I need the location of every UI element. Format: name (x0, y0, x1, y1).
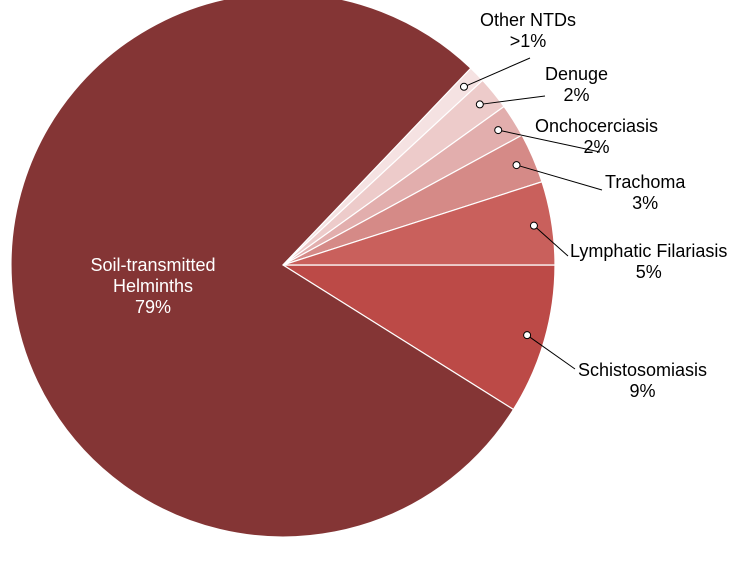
leader-line (479, 95, 546, 105)
leader-line (516, 164, 603, 191)
leader-line (498, 129, 601, 153)
leader-line (526, 334, 576, 370)
slice-label: Other NTDs >1% (480, 10, 576, 52)
slice-label: Schistosomiasis 9% (578, 360, 707, 402)
value-label: >1% (509, 31, 547, 51)
leader-dot (512, 161, 521, 170)
value-label: 79% (134, 297, 172, 317)
pie-slice (10, 0, 515, 538)
category-label: Onchocerciasis (535, 116, 659, 136)
category-label: Soil-transmitted Helminths (90, 255, 216, 296)
value-label: 9% (629, 381, 656, 401)
slice-label: Denuge 2% (545, 64, 608, 106)
category-label: Lymphatic Filariasis (570, 241, 728, 261)
leader-dot (529, 221, 538, 230)
value-label: 5% (635, 262, 662, 282)
value-label: 2% (583, 137, 610, 157)
pie-slice (282, 180, 556, 266)
leader-dot (475, 100, 484, 109)
slice-label: Onchocerciasis 2% (535, 116, 658, 158)
slice-label: Trachoma 3% (605, 172, 685, 214)
value-label: 3% (632, 193, 659, 213)
leader-line (533, 225, 569, 257)
leader-line (463, 57, 531, 88)
value-label: 2% (563, 85, 590, 105)
pie-slice (280, 264, 556, 411)
leader-dot (459, 82, 468, 91)
category-label: Schistosomiasis (578, 360, 708, 380)
category-label: Denuge (545, 64, 609, 84)
category-label: Trachoma (605, 172, 686, 192)
leader-dot (523, 331, 532, 340)
slice-label: Lymphatic Filariasis 5% (570, 241, 727, 283)
category-label: Other NTDs (480, 10, 577, 30)
leader-dot (494, 126, 503, 135)
slice-label: Soil-transmitted Helminths 79% (63, 255, 243, 318)
